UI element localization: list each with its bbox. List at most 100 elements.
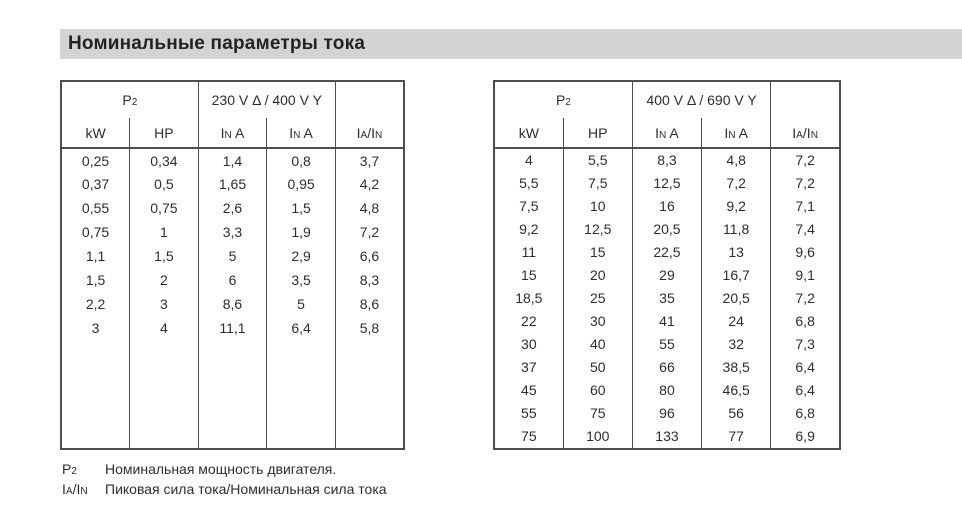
table-cell: 60 xyxy=(562,378,633,401)
table-group-header-row: P2 230 V Δ / 400 V Y xyxy=(60,81,405,118)
table-cell xyxy=(60,340,131,449)
table-row: 22 30 41 24 6,8 xyxy=(493,309,841,332)
table-cell: 7,3 xyxy=(770,332,841,355)
table-row: 3 4 11,1 6,4 5,8 xyxy=(60,316,405,340)
table-row: 0,37 0,5 1,65 0,95 4,2 xyxy=(60,172,405,196)
group-header-p2: P2 xyxy=(493,81,633,118)
table-cell: 15 xyxy=(562,240,633,263)
table-cell: 3 xyxy=(60,316,131,340)
table-row: 55 75 96 56 6,8 xyxy=(493,401,841,424)
table-row: 45 60 80 46,5 6,4 xyxy=(493,378,841,401)
table-cell: 16 xyxy=(631,194,703,217)
table-cell: 0,34 xyxy=(129,148,199,172)
table-cell: 10 xyxy=(562,194,633,217)
table-cell xyxy=(197,340,268,449)
footnote-ia-in: IA/IN Пиковая сила тока/Номинальная сила… xyxy=(62,481,387,501)
table-row: 7,5 10 16 9,2 7,1 xyxy=(493,194,841,217)
group-header-empty xyxy=(334,81,405,118)
footnote-definition: Номинальная мощность двигателя. xyxy=(105,461,337,477)
table-cell: 15 xyxy=(493,263,564,286)
col-header-hp: HP xyxy=(562,118,633,149)
col-header-in-a-star: IN A xyxy=(701,118,772,149)
table-cell: 11 xyxy=(493,240,564,263)
table-cell: 20 xyxy=(562,263,633,286)
table-cell: 50 xyxy=(562,355,633,378)
table-cell: 0,8 xyxy=(266,148,336,172)
table-cell: 32 xyxy=(701,332,772,355)
table-cell: 7,1 xyxy=(770,194,841,217)
table-cell: 7,5 xyxy=(493,194,564,217)
table-row: 15 20 29 16,7 9,1 xyxy=(493,263,841,286)
group-header-empty xyxy=(770,81,841,118)
table-cell: 7,5 xyxy=(562,171,633,194)
table-cell: 24 xyxy=(701,309,772,332)
table-cell: 0,95 xyxy=(266,172,336,196)
table-cell: 0,37 xyxy=(60,172,131,196)
table-row: 2,2 3 8,6 5 8,6 xyxy=(60,292,405,316)
table-cell xyxy=(493,447,564,449)
table-row: 0,55 0,75 2,6 1,5 4,8 xyxy=(60,196,405,220)
table-row: 30 40 55 32 7,3 xyxy=(493,332,841,355)
table-column-header-row: kW HP IN A IN A IA/IN xyxy=(493,118,841,149)
table-cell: 8,6 xyxy=(334,292,405,316)
table-cell: 3,7 xyxy=(334,148,405,172)
table-cell: 3,5 xyxy=(266,268,336,292)
table-cell: 4 xyxy=(129,316,199,340)
table-row: 75 100 133 77 6,9 xyxy=(493,424,841,447)
motor-current-table-230v-400v: P2 230 V Δ / 400 V Y kW HP IN A IN A IA/… xyxy=(60,80,405,450)
table-cell: 0,25 xyxy=(60,148,131,172)
table-cell: 4 xyxy=(493,148,564,171)
table-cell: 0,75 xyxy=(129,196,199,220)
table-row: 0,25 0,34 1,4 0,8 3,7 xyxy=(60,148,405,172)
table-cell: 16,7 xyxy=(701,263,772,286)
table-cell: 7,4 xyxy=(770,217,841,240)
table-cell: 9,2 xyxy=(493,217,564,240)
table-cell: 55 xyxy=(631,332,703,355)
table-cell: 7,2 xyxy=(701,171,772,194)
table-cell: 29 xyxy=(631,263,703,286)
table-cell: 9,1 xyxy=(770,263,841,286)
table-cell: 4,8 xyxy=(334,196,405,220)
table-cell: 80 xyxy=(631,378,703,401)
table-cell: 2,9 xyxy=(266,244,336,268)
footnote-definition: Пиковая сила тока/Номинальная сила тока xyxy=(105,480,387,497)
table-cell: 3 xyxy=(129,292,199,316)
table-cell: 0,5 xyxy=(129,172,199,196)
table-cell: 55 xyxy=(493,401,564,424)
table-cell: 38,5 xyxy=(701,355,772,378)
table-body: 0,25 0,34 1,4 0,8 3,7 0,37 0,5 1,65 0,95 4,2 0,55 0… xyxy=(60,148,405,449)
table-cell: 46,5 xyxy=(701,378,772,401)
table-cell: 133 xyxy=(631,424,703,447)
table-cell: 9,6 xyxy=(770,240,841,263)
table-cell: 0,75 xyxy=(60,220,131,244)
motor-current-table-400v-690v: P2 400 V Δ / 690 V Y kW HP IN A IN A IA/… xyxy=(493,80,841,450)
table-header: P2 400 V Δ / 690 V Y kW HP IN A IN A IA/… xyxy=(493,81,841,149)
table-cell: 1,65 xyxy=(197,172,268,196)
table-row: 11 15 22,5 13 9,6 xyxy=(493,240,841,263)
table-cell: 75 xyxy=(493,424,564,447)
col-header-kw: kW xyxy=(493,118,564,149)
group-header-voltage: 400 V Δ / 690 V Y xyxy=(631,81,772,118)
table-cell: 1,9 xyxy=(266,220,336,244)
table-cell xyxy=(770,447,841,449)
table-cell: 1,4 xyxy=(197,148,268,172)
table-cell: 56 xyxy=(701,401,772,424)
page-title: Номинальные параметры тока xyxy=(68,33,366,54)
table-row: 9,2 12,5 20,5 11,8 7,4 xyxy=(493,217,841,240)
table-cell xyxy=(562,447,633,449)
table-cell: 12,5 xyxy=(562,217,633,240)
table-row: 5,5 7,5 12,5 7,2 7,2 xyxy=(493,171,841,194)
table-cell: 8,6 xyxy=(197,292,268,316)
table-cell: 2,6 xyxy=(197,196,268,220)
table-header: P2 230 V Δ / 400 V Y kW HP IN A IN A IA/… xyxy=(60,81,405,149)
table-cell: 8,3 xyxy=(334,268,405,292)
col-header-in-a-star: IN A xyxy=(266,118,336,149)
table-cell: 35 xyxy=(631,286,703,309)
table-cell: 7,2 xyxy=(770,286,841,309)
table-cell: 45 xyxy=(493,378,564,401)
table-cell: 6,4 xyxy=(770,378,841,401)
footnote-p2: P2 Номинальная мощность двигателя. xyxy=(62,461,387,481)
footnote-term: IA/IN xyxy=(62,480,88,497)
table-cell: 30 xyxy=(493,332,564,355)
